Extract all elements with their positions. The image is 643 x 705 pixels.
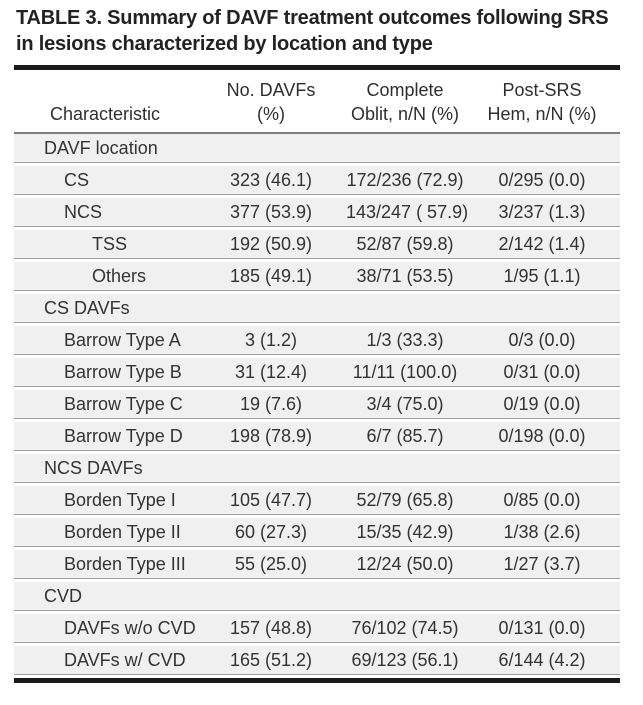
header-line: Oblit, n/N (%) (350, 104, 460, 124)
row-value-no-davfs: 60 (27.3) (234, 521, 308, 542)
table-title-line2: in lesions characterized by location and… (16, 33, 433, 55)
page: TABLE 3. Summary of DAVF treatment outco… (14, 5, 633, 683)
row-value-no-davfs: 105 (47.7) (229, 489, 313, 510)
table-row: Borden Type III 55 (25.0) 12/24 (50.0) 1… (14, 550, 620, 579)
row-value-no-davfs: 165 (51.2) (229, 649, 313, 670)
row-label: Barrow Type D (64, 425, 183, 446)
row-value-no-davfs: 198 (78.9) (229, 425, 313, 446)
table-title-line1: TABLE 3. Summary of DAVF treatment outco… (16, 7, 609, 29)
row-value-post-srs-hem: 2/142 (1.4) (498, 233, 586, 254)
column-header-no-davfs: No. DAVFs (%) (196, 78, 346, 126)
header-line: Complete (366, 80, 444, 100)
column-header-post-srs-hem: Post-SRS Hem, n/N (%) (464, 78, 620, 126)
table-header-rule (14, 132, 620, 134)
table-row: DAVFs w/ CVD 165 (51.2) 69/123 (56.1) 6/… (14, 646, 620, 675)
table-body: DAVF location CS 323 (46.1) 172/236 (72.… (14, 134, 620, 675)
row-label: CS (64, 169, 90, 190)
row-label: Barrow Type C (64, 393, 183, 414)
column-header-complete-oblit: Complete Oblit, n/N (%) (346, 78, 464, 126)
row-label: Barrow Type A (64, 329, 181, 350)
row-label: Borden Type I (64, 489, 176, 510)
row-value-no-davfs: 157 (48.8) (229, 617, 313, 638)
row-value-no-davfs: 323 (46.1) (229, 169, 313, 190)
row-value-no-davfs: 377 (53.9) (229, 201, 313, 222)
row-value-no-davfs: 3 (1.2) (244, 329, 298, 350)
table-title: TABLE 3. Summary of DAVF treatment outco… (16, 5, 633, 57)
table-row: Barrow Type C 19 (7.6) 3/4 (75.0) 0/19 (… (14, 390, 620, 419)
table-section-row: CVD (14, 582, 620, 611)
header-line: (%) (257, 104, 285, 124)
table-section-row: NCS DAVFs (14, 454, 620, 483)
row-value-complete-oblit: 52/87 (59.8) (356, 233, 454, 254)
row-value-post-srs-hem: 0/295 (0.0) (498, 169, 586, 190)
row-label: DAVFs w/o CVD (64, 617, 196, 638)
summary-table: Characteristic No. DAVFs (%) Complete Ob… (14, 65, 620, 683)
row-value-post-srs-hem: 1/38 (2.6) (503, 521, 581, 542)
row-value-post-srs-hem: 0/19 (0.0) (503, 393, 581, 414)
row-value-no-davfs: 31 (12.4) (234, 361, 308, 382)
row-value-complete-oblit: 3/4 (75.0) (366, 393, 444, 414)
table-row: Others 185 (49.1) 38/71 (53.5) 1/95 (1.1… (14, 262, 620, 291)
row-label: Barrow Type B (64, 361, 182, 382)
row-label: NCS DAVFs (44, 457, 143, 478)
header-line: No. DAVFs (226, 80, 316, 100)
row-value-post-srs-hem: 3/237 (1.3) (498, 201, 586, 222)
row-value-complete-oblit: 52/79 (65.8) (356, 489, 454, 510)
row-value-complete-oblit: 6/7 (85.7) (366, 425, 444, 446)
row-value-post-srs-hem: 6/144 (4.2) (498, 649, 586, 670)
row-value-no-davfs: 192 (50.9) (229, 233, 313, 254)
table-bottom-rule (14, 678, 620, 683)
row-value-complete-oblit: 12/24 (50.0) (356, 553, 454, 574)
row-value-complete-oblit: 15/35 (42.9) (356, 521, 454, 542)
row-value-complete-oblit: 172/236 (72.9) (346, 169, 464, 190)
row-value-no-davfs: 19 (7.6) (239, 393, 303, 414)
header-line: Characteristic (49, 104, 161, 124)
table-section-row: CS DAVFs (14, 294, 620, 323)
row-label: CVD (44, 585, 83, 606)
row-value-no-davfs: 185 (49.1) (229, 265, 313, 286)
row-value-complete-oblit: 11/11 (100.0) (352, 361, 458, 382)
table-row: Barrow Type D 198 (78.9) 6/7 (85.7) 0/19… (14, 422, 620, 451)
row-label: Borden Type II (64, 521, 181, 542)
table-section-row: DAVF location (14, 134, 620, 163)
table-row: Barrow Type B 31 (12.4) 11/11 (100.0) 0/… (14, 358, 620, 387)
row-label: Others (92, 265, 147, 286)
table-row: CS 323 (46.1) 172/236 (72.9) 0/295 (0.0) (14, 166, 620, 195)
table-header-row: Characteristic No. DAVFs (%) Complete Ob… (14, 70, 620, 132)
row-label: DAVFs w/ CVD (64, 649, 186, 670)
row-label: TSS (92, 233, 128, 254)
header-line: Hem, n/N (%) (487, 104, 597, 124)
row-value-complete-oblit: 38/71 (53.5) (356, 265, 454, 286)
table-row: Borden Type I 105 (47.7) 52/79 (65.8) 0/… (14, 486, 620, 515)
row-value-post-srs-hem: 0/85 (0.0) (503, 489, 581, 510)
row-value-post-srs-hem: 0/198 (0.0) (498, 425, 586, 446)
row-label: Borden Type III (64, 553, 186, 574)
table-top-rule (14, 65, 620, 70)
table-row: Barrow Type A 3 (1.2) 1/3 (33.3) 0/3 (0.… (14, 326, 620, 355)
row-label: NCS (64, 201, 103, 222)
table-row: TSS 192 (50.9) 52/87 (59.8) 2/142 (1.4) (14, 230, 620, 259)
row-value-post-srs-hem: 1/27 (3.7) (503, 553, 581, 574)
row-value-post-srs-hem: 0/31 (0.0) (503, 361, 581, 382)
row-value-post-srs-hem: 0/131 (0.0) (498, 617, 586, 638)
table-row: NCS 377 (53.9) 143/247 ( 57.9) 3/237 (1.… (14, 198, 620, 227)
table-row: Borden Type II 60 (27.3) 15/35 (42.9) 1/… (14, 518, 620, 547)
row-value-post-srs-hem: 1/95 (1.1) (503, 265, 581, 286)
row-value-complete-oblit: 143/247 ( 57.9) (346, 201, 469, 222)
column-header-characteristic: Characteristic (14, 78, 196, 126)
row-value-complete-oblit: 69/123 (56.1) (351, 649, 459, 670)
row-value-complete-oblit: 1/3 (33.3) (366, 329, 444, 350)
row-value-post-srs-hem: 0/3 (0.0) (508, 329, 576, 350)
header-line: Post-SRS (502, 80, 582, 100)
row-value-complete-oblit: 76/102 (74.5) (351, 617, 459, 638)
row-label: CS DAVFs (44, 297, 130, 318)
row-value-no-davfs: 55 (25.0) (234, 553, 308, 574)
table-row: DAVFs w/o CVD 157 (48.8) 76/102 (74.5) 0… (14, 614, 620, 643)
row-label: DAVF location (44, 137, 158, 158)
